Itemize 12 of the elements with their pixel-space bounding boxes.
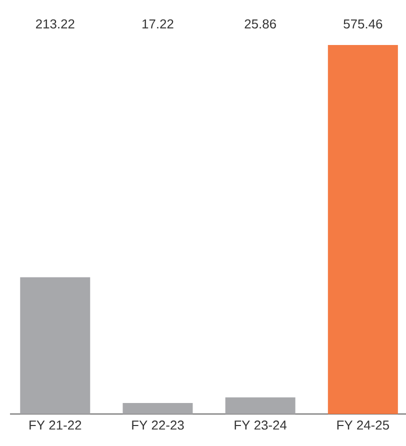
data-label: 25.86: [244, 19, 276, 29]
bar: [20, 277, 90, 414]
x-tick-label: FY 21-22: [30, 420, 82, 430]
data-label: 17.22: [142, 19, 174, 28]
bar: [122, 402, 193, 414]
x-tick-label: FY 22-23: [132, 420, 184, 430]
bar: [225, 397, 296, 414]
x-tick-label: FY 23-24: [234, 420, 287, 430]
bar: [328, 44, 398, 414]
x-tick-label: FY 24-25: [337, 420, 389, 430]
data-label: 213.22: [36, 19, 74, 29]
data-label: 575.46: [344, 19, 382, 29]
